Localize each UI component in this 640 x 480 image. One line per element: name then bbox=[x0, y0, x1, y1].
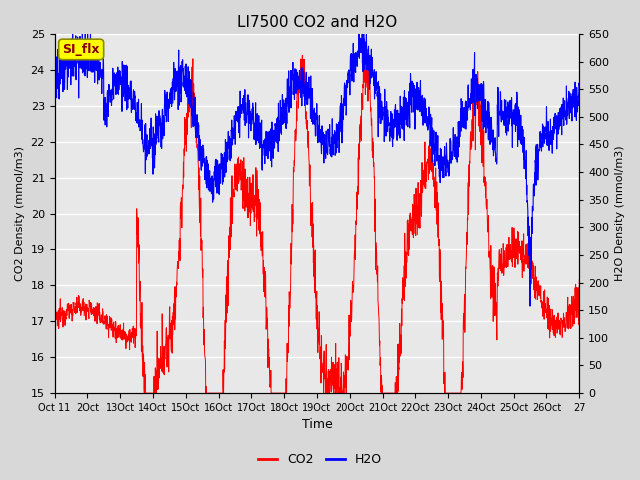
X-axis label: Time: Time bbox=[301, 419, 332, 432]
Legend: CO2, H2O: CO2, H2O bbox=[253, 448, 387, 471]
Text: SI_flx: SI_flx bbox=[62, 43, 100, 56]
Title: LI7500 CO2 and H2O: LI7500 CO2 and H2O bbox=[237, 15, 397, 30]
Y-axis label: CO2 Density (mmol/m3): CO2 Density (mmol/m3) bbox=[15, 146, 25, 281]
Y-axis label: H2O Density (mmol/m3): H2O Density (mmol/m3) bbox=[615, 146, 625, 281]
